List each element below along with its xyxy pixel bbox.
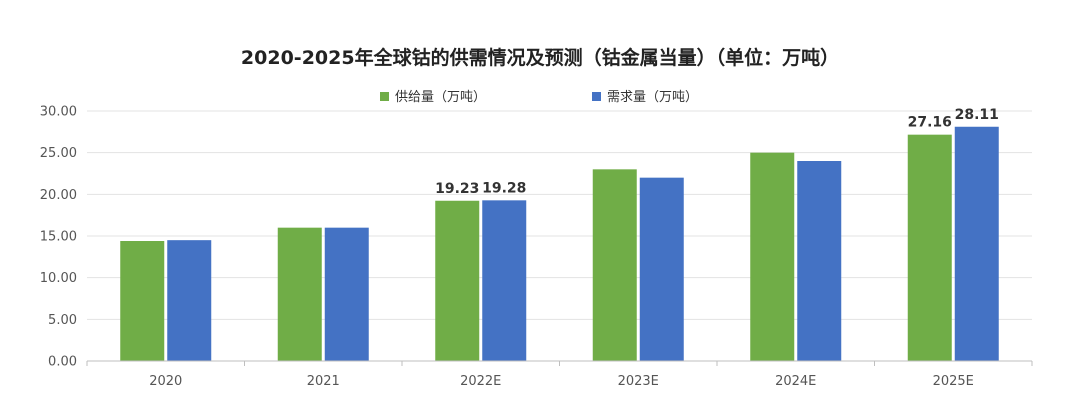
y-axis: 0.00 5.00 10.00 15.00 20.00 25.00 30.00: [40, 105, 77, 370]
y-tick-label: 30.00: [40, 105, 77, 120]
bar-demand-2024E: [797, 161, 842, 361]
bar-supply-2021: [277, 227, 322, 361]
bars: [120, 126, 999, 361]
y-tick-label: 5.00: [48, 313, 77, 328]
x-tick-label: 2020: [149, 374, 182, 389]
y-tick-label: 20.00: [40, 188, 77, 203]
x-tick-label: 2023E: [618, 374, 659, 389]
legend-label: 需求量（万吨）: [607, 90, 698, 105]
data-labels: 19.23 19.28 27.16 28.11: [435, 107, 999, 197]
data-label: 27.16: [908, 115, 952, 131]
legend-swatch: [592, 92, 601, 101]
bar-demand-2023E: [639, 177, 684, 361]
bar-demand-2021: [324, 227, 369, 361]
y-tick-label: 0.00: [48, 355, 77, 370]
bar-demand-2020: [167, 240, 212, 361]
legend-swatch: [380, 92, 389, 101]
data-label: 19.23: [435, 181, 479, 197]
data-label: 28.11: [955, 107, 999, 123]
bar-supply-2022E: [435, 200, 480, 361]
y-tick-label: 15.00: [40, 230, 77, 245]
data-label: 19.28: [482, 180, 526, 196]
x-tick-label: 2021: [307, 374, 340, 389]
y-tick-label: 10.00: [40, 271, 77, 286]
x-axis: 2020 2021 2022E 2023E 2024E 2025E: [86, 360, 1033, 389]
bar-supply-2024E: [750, 152, 795, 361]
bar-supply-2023E: [592, 169, 637, 361]
legend-item-demand: 需求量（万吨）: [592, 90, 698, 105]
grid-lines: [87, 110, 1032, 320]
legend: 供给量（万吨） 需求量（万吨）: [380, 90, 698, 105]
x-tick-label: 2022E: [460, 374, 501, 389]
chart-title: 2020-2025年全球钴的供需情况及预测（钴金属当量）（单位：万吨）: [241, 46, 839, 69]
bar-demand-2025E: [954, 126, 999, 361]
y-tick-label: 25.00: [40, 146, 77, 161]
x-tick-label: 2025E: [933, 374, 974, 389]
bar-supply-2025E: [907, 134, 952, 361]
bar-supply-2020: [120, 241, 165, 361]
legend-label: 供给量（万吨）: [395, 90, 486, 105]
bar-demand-2022E: [482, 200, 527, 361]
x-tick-label: 2024E: [775, 374, 816, 389]
legend-item-supply: 供给量（万吨）: [380, 90, 486, 105]
